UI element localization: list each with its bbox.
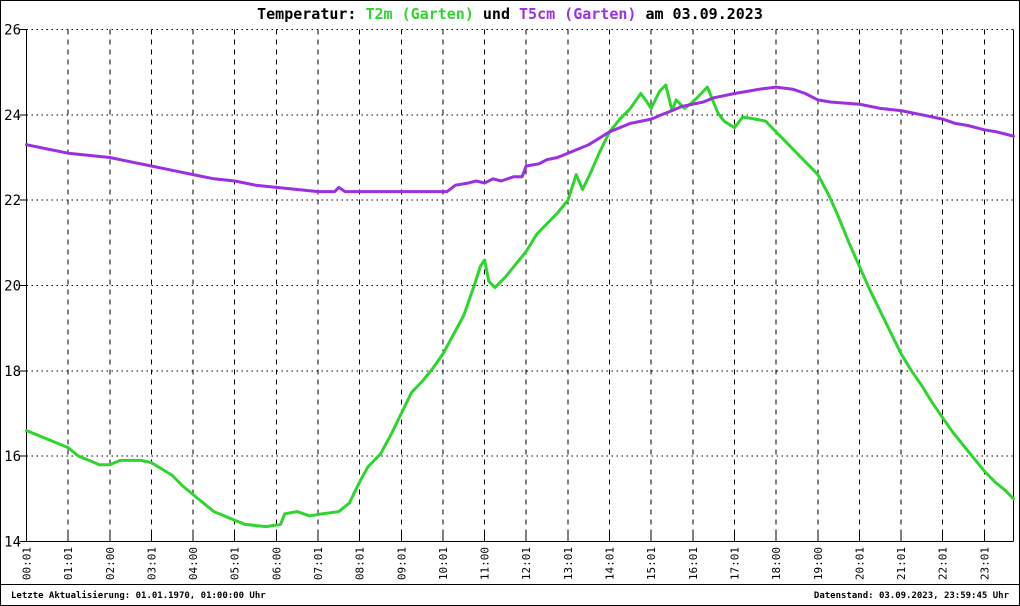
svg-text:13:01: 13:01	[562, 547, 575, 580]
status-bar: Letzte Aktualisierung: 01.01.1970, 01:00…	[1, 584, 1019, 605]
chart-title: Temperatur: T2m (Garten) und T5cm (Garte…	[1, 5, 1019, 23]
svg-text:04:00: 04:00	[187, 547, 200, 580]
last-update-text: Letzte Aktualisierung: 01.01.1970, 01:00…	[11, 590, 266, 601]
svg-text:17:01: 17:01	[728, 547, 741, 580]
title-date: am 03.09.2023	[636, 5, 763, 23]
svg-text:26: 26	[4, 23, 21, 39]
svg-text:24: 24	[4, 108, 21, 124]
svg-text:14: 14	[4, 535, 21, 551]
svg-text:11:00: 11:00	[479, 547, 492, 580]
svg-text:20:01: 20:01	[853, 547, 866, 580]
svg-text:05:01: 05:01	[229, 547, 242, 580]
svg-text:09:01: 09:01	[395, 547, 408, 580]
svg-text:22: 22	[4, 193, 21, 209]
svg-text:12:01: 12:01	[520, 547, 533, 580]
svg-text:22:01: 22:01	[937, 547, 950, 580]
svg-text:16:01: 16:01	[687, 547, 700, 580]
svg-text:00:01: 00:01	[21, 547, 34, 580]
svg-text:06:00: 06:00	[270, 547, 283, 580]
svg-text:15:01: 15:01	[645, 547, 658, 580]
svg-text:10:01: 10:01	[437, 547, 450, 580]
svg-text:01:01: 01:01	[62, 547, 75, 580]
svg-text:19:00: 19:00	[812, 547, 825, 580]
svg-text:16: 16	[4, 449, 21, 465]
temperature-plot: 14 16 18 20 22 24 26 00:01 01:01 02:00 03:01 04:00 0…	[4, 23, 1015, 580]
svg-text:20: 20	[4, 279, 21, 295]
svg-text:07:01: 07:01	[312, 547, 325, 580]
title-series-t2m-label: T2m (Garten)	[365, 5, 474, 23]
svg-text:03:01: 03:01	[145, 547, 158, 580]
data-timestamp-text: Datenstand: 03.09.2023, 23:59:45 Uhr	[813, 590, 1009, 601]
svg-text:18: 18	[4, 364, 21, 380]
svg-text:23:01: 23:01	[978, 547, 991, 580]
title-series-t5cm-label: T5cm (Garten)	[519, 5, 637, 23]
svg-text:18:00: 18:00	[770, 547, 783, 580]
title-connector: und	[473, 5, 520, 23]
title-prefix: Temperatur:	[257, 5, 366, 23]
svg-text:21:01: 21:01	[895, 547, 908, 580]
svg-text:08:01: 08:01	[354, 547, 367, 580]
svg-text:02:00: 02:00	[104, 547, 117, 580]
svg-text:14:01: 14:01	[604, 547, 617, 580]
